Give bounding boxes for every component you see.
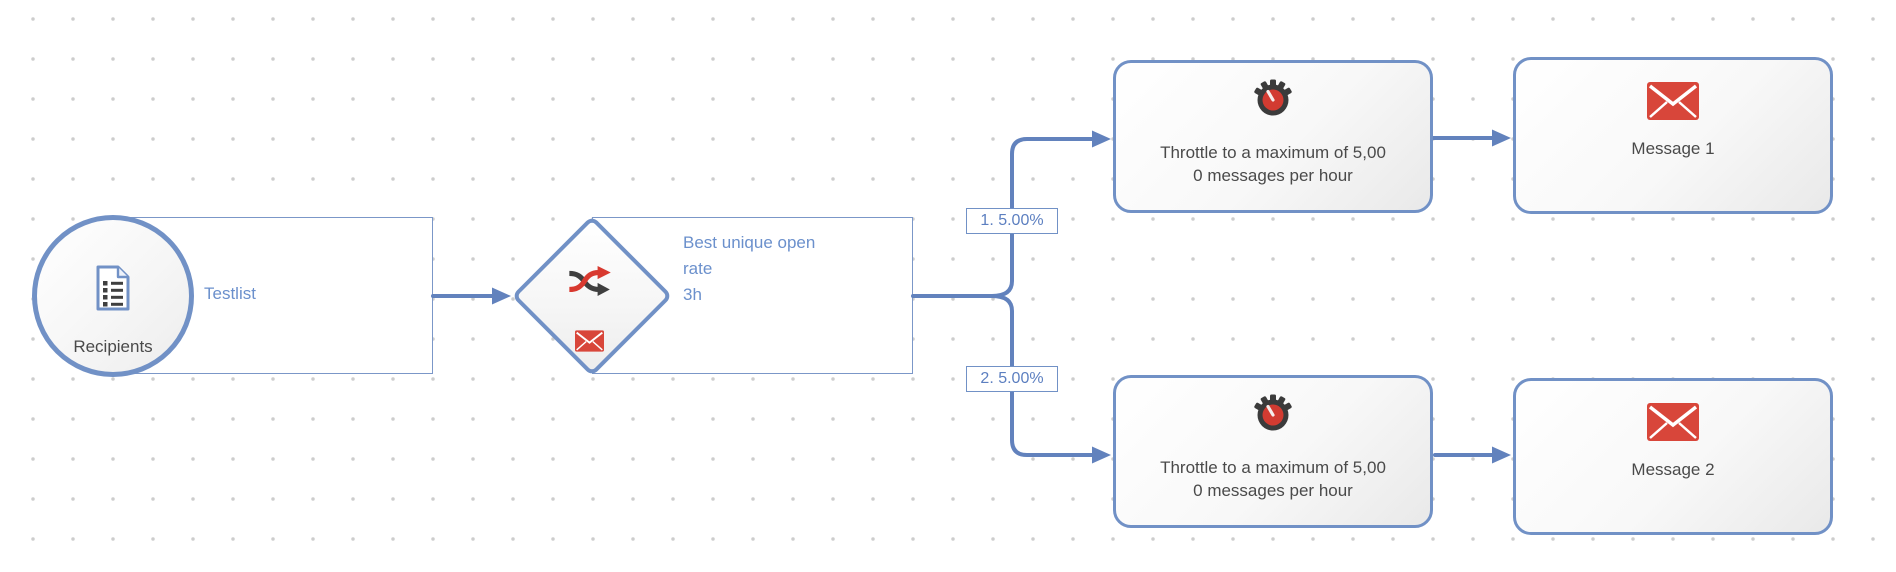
arrowhead-icon	[492, 287, 511, 305]
split-test-title: Best unique open rate	[683, 233, 816, 278]
throttle-node-1[interactable]: Throttle to a maximum of 5,00 0 messages…	[1113, 60, 1433, 213]
arrowhead-icon	[1492, 446, 1511, 464]
tachometer-icon	[1251, 78, 1295, 127]
shuffle-icon	[565, 265, 617, 302]
message-2-label: Message 2	[1631, 460, 1715, 479]
message-node-1[interactable]: Message 1	[1513, 57, 1833, 214]
recipients-node[interactable]: Recipients	[32, 215, 194, 377]
split-test-text: Best unique open rate 3h	[683, 230, 843, 308]
recipients-list-name: Testlist	[204, 284, 256, 303]
arrowhead-icon	[1092, 446, 1111, 464]
arrowhead-icon	[1092, 130, 1111, 148]
split-test-wait-time: 3h	[683, 285, 702, 304]
envelope-icon	[1647, 82, 1699, 125]
throttle-node-2[interactable]: Throttle to a maximum of 5,00 0 messages…	[1113, 375, 1433, 528]
throttle-1-text: Throttle to a maximum of 5,00 0 messages…	[1160, 143, 1386, 185]
message-1-label: Message 1	[1631, 139, 1715, 158]
branch-2-percentage-label[interactable]: 2. 5.00%	[966, 366, 1058, 392]
envelope-icon	[1647, 403, 1699, 446]
throttle-2-text: Throttle to a maximum of 5,00 0 messages…	[1160, 458, 1386, 500]
list-document-icon	[93, 264, 133, 317]
branch-1-percentage-label[interactable]: 1. 5.00%	[966, 208, 1058, 234]
tachometer-icon	[1251, 393, 1295, 442]
recipients-label: Recipients	[73, 337, 153, 356]
message-node-2[interactable]: Message 2	[1513, 378, 1833, 535]
envelope-icon	[575, 330, 604, 357]
arrowhead-icon	[1492, 129, 1511, 147]
